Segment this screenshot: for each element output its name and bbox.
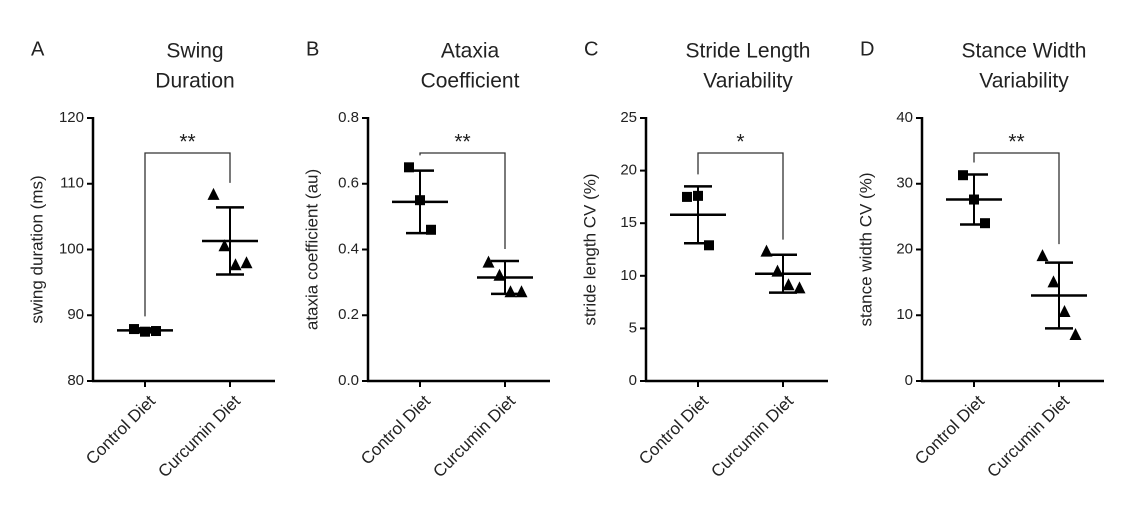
- y-tick-label: 0: [629, 372, 637, 389]
- data-point: [482, 255, 495, 268]
- significance-bracket: [973, 152, 1060, 245]
- data-point: [426, 224, 436, 235]
- y-tick-label: 100: [59, 240, 84, 257]
- data-point: [240, 256, 253, 269]
- data-point: [515, 285, 528, 298]
- y-tick-label: 90: [67, 306, 84, 323]
- data-point: [782, 278, 795, 291]
- y-tick-label: 10: [620, 267, 637, 284]
- panel-title: Duration: [155, 70, 234, 93]
- y-axis-label: stance width CV (%): [856, 173, 875, 327]
- panel-title: Ataxia: [441, 40, 500, 63]
- data-point: [704, 240, 714, 251]
- significance-label: **: [179, 131, 195, 154]
- y-tick-label: 5: [629, 319, 637, 336]
- data-point: [218, 239, 231, 252]
- panel-letter: A: [31, 38, 45, 60]
- data-point: [504, 285, 517, 298]
- y-tick-label: 15: [620, 214, 637, 231]
- y-tick-label: 20: [620, 162, 637, 179]
- y-tick-label: 30: [896, 175, 913, 192]
- y-tick-label: 0.4: [338, 240, 359, 257]
- significance-label: *: [736, 131, 744, 154]
- x-tick-label: Control Diet: [911, 391, 988, 468]
- y-axis-label: swing duration (ms): [27, 175, 46, 323]
- x-tick-label: Curcumin Diet: [707, 391, 797, 481]
- x-tick-label: Control Diet: [82, 391, 159, 468]
- x-tick-label: Curcumin Diet: [983, 391, 1073, 481]
- y-axis-label: stride length CV (%): [580, 173, 599, 325]
- panel-title: Stance Width: [962, 40, 1087, 63]
- y-tick-label: 0.8: [338, 109, 359, 126]
- y-tick-label: 0.2: [338, 306, 359, 323]
- data-point: [1047, 275, 1060, 288]
- significance-bracket: [144, 152, 231, 317]
- panel-letter: B: [306, 38, 319, 60]
- significance-bracket: [697, 152, 784, 240]
- y-tick-label: 0.6: [338, 175, 359, 192]
- data-point: [980, 218, 990, 229]
- data-point: [493, 268, 506, 281]
- panel-title: Variability: [703, 70, 793, 93]
- significance-bracket: [419, 152, 506, 250]
- y-tick-label: 25: [620, 109, 637, 126]
- panel-letter: D: [860, 38, 874, 60]
- y-tick-label: 120: [59, 109, 84, 126]
- y-tick-label: 20: [896, 240, 913, 257]
- x-tick-label: Control Diet: [357, 391, 434, 468]
- y-tick-label: 40: [896, 109, 913, 126]
- panel-title: Stride Length: [686, 40, 811, 63]
- y-tick-label: 80: [67, 372, 84, 389]
- panel-title: Coefficient: [421, 70, 520, 93]
- significance-label: **: [454, 131, 470, 154]
- y-tick-label: 110: [60, 175, 84, 192]
- data-point: [1069, 327, 1082, 340]
- data-point: [404, 162, 414, 173]
- y-tick-label: 0.0: [338, 372, 359, 389]
- x-tick-label: Curcumin Diet: [154, 391, 244, 481]
- panel-title: Variability: [979, 70, 1069, 93]
- y-tick-label: 0: [905, 372, 913, 389]
- x-tick-label: Curcumin Diet: [429, 391, 519, 481]
- y-axis-label: ataxia coefficient (au): [302, 169, 321, 330]
- data-point: [229, 258, 242, 271]
- x-tick-label: Control Diet: [635, 391, 712, 468]
- data-point: [207, 187, 220, 200]
- panel-title: Swing: [166, 40, 223, 63]
- data-point: [682, 191, 692, 202]
- data-point: [793, 281, 806, 294]
- y-tick-label: 10: [896, 306, 913, 323]
- significance-label: **: [1008, 131, 1024, 154]
- data-point: [1036, 249, 1049, 262]
- data-point: [1058, 304, 1071, 317]
- panel-letter: C: [584, 38, 598, 60]
